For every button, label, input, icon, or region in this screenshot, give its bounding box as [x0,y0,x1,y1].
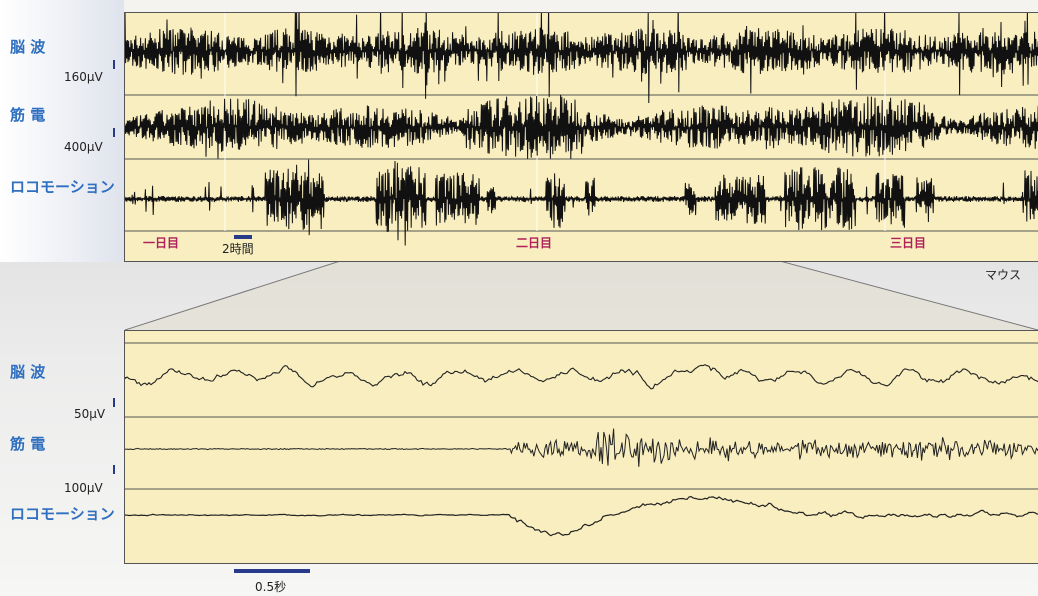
overview-time-scale: 2時間 [222,242,254,256]
overview-locomotion-trace [125,159,1038,246]
overview-emg-scale-bar [113,128,115,137]
overview-emg-scale: 400μV [64,140,103,154]
zoom-eeg-scale-bar [113,398,115,407]
overview-time-scale-bar [234,235,252,239]
zoom-eeg-trace [125,364,1038,390]
zoom-emg-scale: 100μV [64,481,103,495]
zoom-emg-scale-bar [113,465,115,474]
zoom-emg-trace [125,428,1038,467]
zoom-panel [124,330,1038,564]
zoom-cone [125,197,1038,330]
overview-eeg-scale-bar [113,60,115,69]
zoom-time-scale: 0.5秒 [255,580,287,594]
zoom-emg-label: 筋 電 [10,435,46,453]
overview-emg-trace [125,94,1038,159]
zoom-eeg-scale: 50μV [74,407,106,421]
overview-emg-label: 筋 電 [10,106,46,124]
zoom-time-scale-bar [234,569,310,573]
zoom-traces [125,342,1038,537]
overview-label-strip [0,0,124,262]
zoom-locomotion-label: ロコモーション [10,505,115,523]
overview-eeg-trace [125,13,1038,104]
day-1-label: 一日目 [143,236,180,250]
overview-locomotion-label: ロコモーション [10,178,115,196]
overview-eeg-label: 脳 波 [10,38,46,56]
overview-traces [125,13,1038,246]
zoom-locomotion-trace [125,495,1038,537]
overview-eeg-scale: 160μV [64,70,103,84]
day-3-label: 三日目 [890,236,927,250]
overview-panel [124,12,1038,262]
day-2-label: 二日目 [516,236,553,250]
subject-label: マウス [985,268,1022,282]
zoom-eeg-label: 脳 波 [10,363,46,381]
